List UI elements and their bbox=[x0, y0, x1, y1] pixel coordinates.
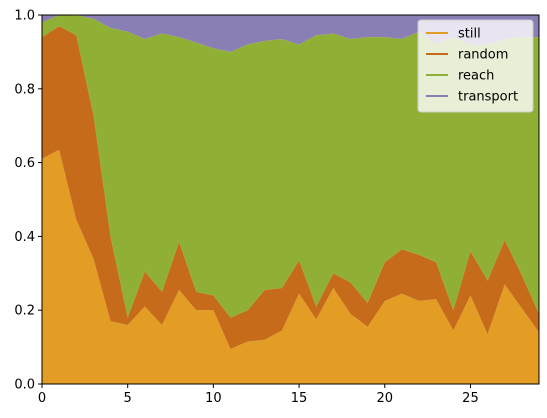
x-tick-label: 20 bbox=[376, 391, 393, 406]
y-tick-label: 0.4 bbox=[14, 230, 35, 245]
area-random bbox=[42, 26, 539, 349]
legend-label-transport: transport bbox=[458, 90, 518, 105]
area-still bbox=[42, 149, 539, 384]
y-tick-label: 1.0 bbox=[14, 9, 35, 24]
x-tick-label: 0 bbox=[38, 391, 46, 406]
x-axis: 0 5 10 15 20 25 bbox=[38, 384, 479, 406]
legend-label-reach: reach bbox=[458, 69, 494, 84]
y-axis: 0.0 0.2 0.4 0.6 0.8 1.0 bbox=[14, 9, 42, 393]
legend-box bbox=[417, 19, 534, 113]
plot-frame bbox=[41, 14, 540, 385]
y-tick-label: 0.8 bbox=[14, 82, 35, 97]
legend-label-still: still bbox=[458, 27, 481, 42]
area-transport bbox=[42, 15, 539, 52]
area-reach bbox=[42, 15, 539, 318]
y-tick-label: 0.6 bbox=[14, 156, 35, 171]
area-series-group bbox=[42, 15, 539, 384]
x-tick-label: 15 bbox=[291, 391, 308, 406]
x-tick-label: 5 bbox=[124, 391, 132, 406]
y-tick-label: 0.0 bbox=[14, 378, 35, 393]
legend: still random reach transport bbox=[417, 19, 534, 113]
legend-label-random: random bbox=[458, 48, 508, 63]
y-tick-label: 0.2 bbox=[14, 304, 35, 319]
x-tick-label: 25 bbox=[462, 391, 479, 406]
x-tick-label: 10 bbox=[205, 391, 222, 406]
